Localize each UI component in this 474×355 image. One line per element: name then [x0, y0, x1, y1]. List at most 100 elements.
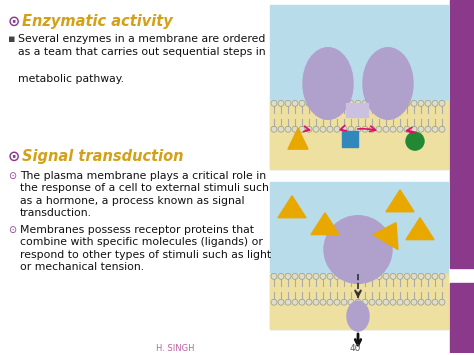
- Circle shape: [369, 299, 375, 305]
- Circle shape: [348, 100, 354, 106]
- Polygon shape: [406, 218, 434, 240]
- Circle shape: [299, 299, 305, 305]
- Circle shape: [285, 299, 291, 305]
- Text: ▪: ▪: [8, 34, 16, 44]
- Circle shape: [362, 273, 368, 279]
- Text: the response of a cell to external stimuli such: the response of a cell to external stimu…: [20, 184, 269, 193]
- Circle shape: [439, 273, 445, 279]
- Circle shape: [341, 126, 347, 132]
- Circle shape: [355, 100, 361, 106]
- Circle shape: [383, 273, 389, 279]
- Circle shape: [411, 299, 417, 305]
- Circle shape: [278, 299, 284, 305]
- Ellipse shape: [363, 48, 413, 119]
- Circle shape: [292, 100, 298, 106]
- Circle shape: [271, 126, 277, 132]
- Circle shape: [383, 126, 389, 132]
- Text: respond to other types of stimuli such as light: respond to other types of stimuli such a…: [20, 250, 271, 260]
- Text: as a hormone, a process known as signal: as a hormone, a process known as signal: [20, 196, 245, 206]
- Polygon shape: [373, 223, 398, 250]
- Text: transduction.: transduction.: [20, 208, 92, 218]
- Bar: [342, 131, 358, 147]
- Text: 40: 40: [349, 344, 361, 353]
- Circle shape: [425, 126, 431, 132]
- Circle shape: [320, 100, 326, 106]
- Circle shape: [285, 273, 291, 279]
- Bar: [450, 0, 474, 268]
- Circle shape: [306, 299, 312, 305]
- Text: H. SINGH: H. SINGH: [156, 344, 194, 353]
- Circle shape: [383, 100, 389, 106]
- Ellipse shape: [347, 301, 369, 331]
- Text: ⊙: ⊙: [8, 14, 20, 29]
- Circle shape: [320, 299, 326, 305]
- Circle shape: [432, 126, 438, 132]
- Circle shape: [439, 100, 445, 106]
- Circle shape: [362, 100, 368, 106]
- Circle shape: [418, 100, 424, 106]
- Circle shape: [418, 299, 424, 305]
- Circle shape: [278, 273, 284, 279]
- Circle shape: [299, 273, 305, 279]
- Circle shape: [313, 126, 319, 132]
- Circle shape: [411, 273, 417, 279]
- Circle shape: [418, 126, 424, 132]
- Text: ⊙: ⊙: [8, 149, 20, 164]
- Circle shape: [327, 126, 333, 132]
- Circle shape: [299, 126, 305, 132]
- Circle shape: [376, 299, 382, 305]
- Circle shape: [292, 299, 298, 305]
- Circle shape: [341, 100, 347, 106]
- Text: combine with specific molecules (ligands) or: combine with specific molecules (ligands…: [20, 237, 263, 247]
- Circle shape: [390, 100, 396, 106]
- Circle shape: [369, 100, 375, 106]
- Circle shape: [271, 100, 277, 106]
- Circle shape: [404, 273, 410, 279]
- Circle shape: [278, 100, 284, 106]
- Circle shape: [327, 100, 333, 106]
- Circle shape: [425, 100, 431, 106]
- Polygon shape: [386, 190, 414, 212]
- Bar: [346, 103, 368, 117]
- Circle shape: [306, 126, 312, 132]
- Bar: [270, 182, 448, 329]
- Text: Signal transduction: Signal transduction: [22, 149, 183, 164]
- Bar: [450, 283, 474, 353]
- Text: metabolic pathway.: metabolic pathway.: [18, 74, 124, 84]
- Circle shape: [355, 299, 361, 305]
- Circle shape: [348, 299, 354, 305]
- Circle shape: [411, 126, 417, 132]
- Circle shape: [376, 100, 382, 106]
- Circle shape: [306, 273, 312, 279]
- Circle shape: [411, 100, 417, 106]
- Circle shape: [390, 273, 396, 279]
- Circle shape: [334, 100, 340, 106]
- Circle shape: [397, 273, 403, 279]
- Circle shape: [404, 299, 410, 305]
- Circle shape: [406, 132, 424, 150]
- Text: ⊙: ⊙: [8, 171, 16, 181]
- Circle shape: [278, 126, 284, 132]
- Ellipse shape: [324, 216, 392, 283]
- Circle shape: [432, 100, 438, 106]
- Circle shape: [425, 273, 431, 279]
- Bar: [270, 5, 448, 169]
- Circle shape: [418, 273, 424, 279]
- Polygon shape: [311, 213, 339, 235]
- Circle shape: [369, 273, 375, 279]
- Text: as a team that carries out sequential steps in: as a team that carries out sequential st…: [18, 47, 265, 57]
- Circle shape: [313, 299, 319, 305]
- Circle shape: [355, 273, 361, 279]
- Circle shape: [327, 273, 333, 279]
- Text: Several enzymes in a membrane are ordered: Several enzymes in a membrane are ordere…: [18, 34, 265, 44]
- Circle shape: [348, 273, 354, 279]
- Circle shape: [334, 299, 340, 305]
- Circle shape: [313, 273, 319, 279]
- Circle shape: [306, 100, 312, 106]
- Ellipse shape: [303, 48, 353, 119]
- Circle shape: [383, 299, 389, 305]
- Circle shape: [334, 126, 340, 132]
- Circle shape: [376, 126, 382, 132]
- Bar: [270, 274, 448, 329]
- Circle shape: [285, 100, 291, 106]
